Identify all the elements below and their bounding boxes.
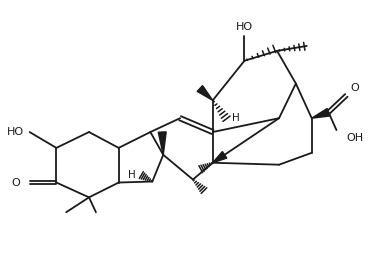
- Text: H: H: [128, 170, 135, 180]
- Text: HO: HO: [7, 127, 24, 137]
- Polygon shape: [158, 132, 166, 155]
- Text: OH: OH: [346, 133, 363, 143]
- Polygon shape: [312, 109, 330, 118]
- Polygon shape: [197, 86, 213, 100]
- Text: H: H: [231, 113, 239, 123]
- Polygon shape: [213, 152, 227, 163]
- Text: HO: HO: [236, 22, 253, 32]
- Text: O: O: [11, 178, 20, 187]
- Text: O: O: [350, 82, 359, 92]
